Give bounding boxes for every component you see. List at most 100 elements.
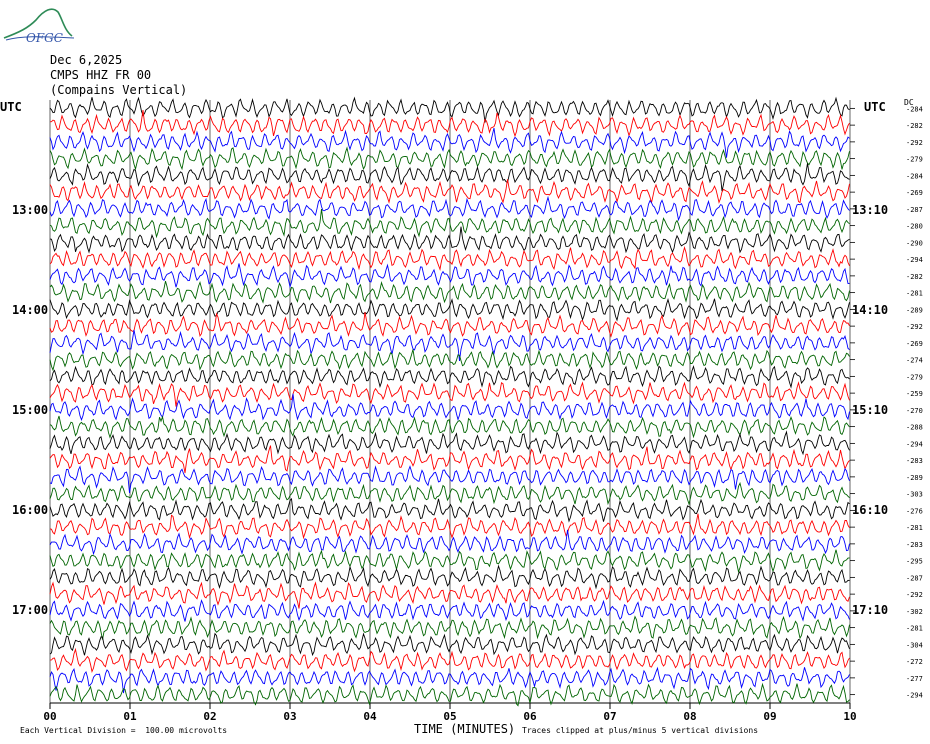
dc-offset-label: -284 xyxy=(906,105,923,113)
scale-note: Each Vertical Division = 100.00 microvol… xyxy=(20,726,228,735)
seismic-trace xyxy=(49,163,850,192)
dc-offset-label: -274 xyxy=(906,357,923,365)
seismic-trace xyxy=(49,349,850,372)
seismic-trace xyxy=(49,513,850,540)
dc-offset-label: -294 xyxy=(906,440,923,448)
dc-offset-label: -272 xyxy=(906,658,923,666)
dc-offset-label: -289 xyxy=(906,474,923,482)
logo-text: OFGC xyxy=(26,31,63,45)
seismic-trace xyxy=(49,146,850,171)
seismic-trace xyxy=(49,529,850,556)
seismic-trace xyxy=(49,110,850,138)
dc-offset-label: -284 xyxy=(906,172,923,180)
dc-offset-label: -281 xyxy=(906,625,923,633)
dc-offset-label: -294 xyxy=(906,256,923,264)
x-tick-label: 09 xyxy=(763,710,776,723)
seismic-trace xyxy=(49,364,850,389)
seismic-trace xyxy=(49,195,850,222)
dc-offset-label: -279 xyxy=(906,373,923,381)
x-tick-label: 01 xyxy=(123,710,137,723)
dc-offset-label: -277 xyxy=(906,675,923,683)
seismic-trace xyxy=(49,445,850,474)
dc-offset-label: -276 xyxy=(906,507,923,515)
right-time-label: 13:10 xyxy=(852,203,889,217)
seismic-trace xyxy=(49,312,850,338)
dc-offset-label: -290 xyxy=(906,239,923,247)
seismic-trace xyxy=(49,481,850,506)
seismic-trace xyxy=(49,549,850,574)
dc-offset-label: -302 xyxy=(906,608,923,616)
dc-offset-label: -292 xyxy=(906,139,923,147)
x-tick-label: 08 xyxy=(683,710,696,723)
dc-offset-label: -303 xyxy=(906,491,923,499)
seismic-trace xyxy=(49,245,850,272)
utc-right-label: UTC xyxy=(864,100,886,114)
seismic-trace xyxy=(49,465,850,494)
x-tick-label: 04 xyxy=(363,710,377,723)
dc-offset-label: -304 xyxy=(906,641,923,649)
seismic-trace xyxy=(49,682,850,707)
right-time-label: 15:10 xyxy=(852,403,889,417)
seismic-trace xyxy=(49,632,850,657)
dc-offset-label: -295 xyxy=(906,558,923,566)
seismic-trace xyxy=(49,226,850,254)
dc-offset-label: -287 xyxy=(906,206,923,214)
location-label: (Compains Vertical) xyxy=(50,83,188,97)
x-tick-label: 02 xyxy=(203,710,216,723)
dc-offset-label: -269 xyxy=(906,340,923,348)
x-axis-label: TIME (MINUTES) xyxy=(414,722,516,736)
dc-offset-label: -292 xyxy=(906,323,923,331)
right-time-label: 16:10 xyxy=(852,503,889,517)
left-time-label: 17:00 xyxy=(12,603,49,617)
x-tick-label: 05 xyxy=(443,710,456,723)
dc-offset-label: -289 xyxy=(906,306,923,314)
clip-note: Traces clipped at plus/minus 5 vertical … xyxy=(522,726,759,735)
dc-offset-label: -280 xyxy=(906,223,923,231)
seismic-trace xyxy=(49,581,850,609)
x-tick-label: 07 xyxy=(603,710,616,723)
seismic-trace xyxy=(49,666,850,694)
date-label: Dec 6,2025 xyxy=(50,53,123,67)
left-time-label: 14:00 xyxy=(12,303,49,317)
seismic-trace xyxy=(49,599,850,622)
left-time-label: 13:00 xyxy=(12,203,49,217)
dc-offset-label: -279 xyxy=(906,156,923,164)
seismic-trace xyxy=(49,298,850,322)
x-tick-label: 06 xyxy=(523,710,537,723)
utc-left-label: UTC xyxy=(0,100,22,114)
seismic-trace xyxy=(49,381,850,407)
seismic-trace xyxy=(49,415,850,439)
station-label: CMPS HHZ FR 00 xyxy=(50,68,152,82)
x-tick-label: 03 xyxy=(283,710,296,723)
seismic-trace xyxy=(49,263,850,289)
dc-offset-label: -269 xyxy=(906,189,923,197)
dc-offset-label: -281 xyxy=(906,524,923,532)
dc-offset-label: -270 xyxy=(906,407,923,415)
seismic-trace xyxy=(49,615,850,640)
dc-offset-label: -282 xyxy=(906,273,923,281)
seismic-trace xyxy=(49,564,850,590)
x-tick-label: 00 xyxy=(43,710,56,723)
seismic-trace xyxy=(49,127,850,158)
seismic-trace xyxy=(49,497,850,523)
seismic-trace xyxy=(49,647,850,673)
dc-offset-label: -294 xyxy=(906,692,923,700)
dc-offset-label: -282 xyxy=(906,122,923,130)
right-time-label: 14:10 xyxy=(852,303,889,317)
dc-offset-label: -283 xyxy=(906,541,923,549)
dc-offset-label: -259 xyxy=(906,390,923,398)
seismic-trace xyxy=(49,280,850,304)
seismic-trace xyxy=(49,96,850,123)
seismic-trace xyxy=(49,393,850,422)
seismic-trace xyxy=(49,179,850,204)
dc-offset-label: -292 xyxy=(906,591,923,599)
dc-offset-label: -287 xyxy=(906,574,923,582)
dc-label: DC xyxy=(904,98,914,107)
seismic-trace xyxy=(49,430,850,456)
right-time-label: 17:10 xyxy=(852,603,889,617)
seismic-trace xyxy=(49,209,850,239)
left-time-label: 15:00 xyxy=(12,403,49,417)
x-tick-label: 10 xyxy=(843,710,856,723)
ofgc-logo: OFGC xyxy=(3,8,75,45)
